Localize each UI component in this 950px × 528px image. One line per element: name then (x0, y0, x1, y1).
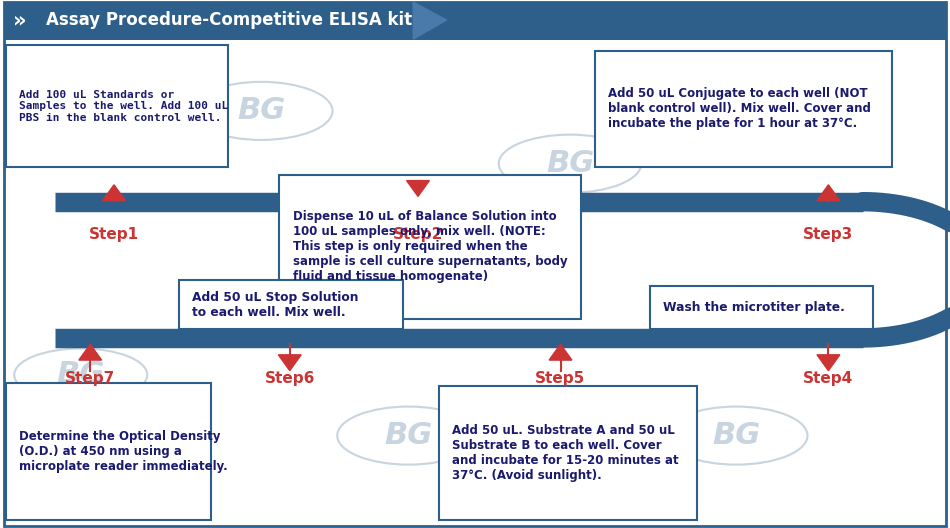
Polygon shape (103, 185, 125, 201)
Text: Step5: Step5 (536, 371, 585, 385)
Text: Add 100 uL Standards or
Samples to the well. Add 100 uL
PBS in the blank control: Add 100 uL Standards or Samples to the w… (19, 90, 228, 122)
Text: BG: BG (712, 421, 760, 450)
FancyBboxPatch shape (650, 286, 873, 329)
Text: Dispense 10 uL of Balance Solution into
100 uL samples only, mix well. (NOTE:
Th: Dispense 10 uL of Balance Solution into … (293, 210, 567, 284)
Polygon shape (79, 344, 102, 360)
Text: BG: BG (546, 149, 594, 178)
Text: Determine the Optical Density
(O.D.) at 450 nm using a
microplate reader immedia: Determine the Optical Density (O.D.) at … (19, 430, 228, 473)
FancyBboxPatch shape (4, 2, 946, 526)
Polygon shape (278, 355, 301, 371)
Polygon shape (413, 2, 446, 39)
Text: BG: BG (238, 97, 285, 125)
Text: Add 50 uL Stop Solution
to each well. Mix well.: Add 50 uL Stop Solution to each well. Mi… (192, 290, 358, 319)
Text: Wash the microtiter plate.: Wash the microtiter plate. (663, 301, 845, 314)
Text: BG: BG (57, 361, 104, 389)
Text: Step6: Step6 (264, 371, 315, 385)
FancyBboxPatch shape (439, 386, 697, 520)
Text: Step3: Step3 (804, 227, 853, 242)
FancyBboxPatch shape (179, 280, 403, 329)
Text: Add 50 uL. Substrate A and 50 uL
Substrate B to each well. Cover
and incubate fo: Add 50 uL. Substrate A and 50 uL Substra… (452, 424, 679, 482)
Polygon shape (817, 355, 840, 371)
FancyBboxPatch shape (6, 45, 228, 167)
FancyBboxPatch shape (595, 51, 892, 167)
Text: Add 50 uL Conjugate to each well (NOT
blank control well). Mix well. Cover and
i: Add 50 uL Conjugate to each well (NOT bl… (608, 87, 871, 130)
Polygon shape (817, 185, 840, 201)
Text: BG: BG (708, 107, 755, 136)
Text: Step4: Step4 (804, 371, 853, 385)
FancyBboxPatch shape (4, 2, 946, 40)
Text: Step2: Step2 (392, 227, 444, 242)
Text: »: » (13, 10, 27, 30)
Text: BG: BG (385, 421, 432, 450)
Polygon shape (549, 344, 572, 360)
Text: Assay Procedure-Competitive ELISA kit: Assay Procedure-Competitive ELISA kit (46, 11, 411, 29)
FancyBboxPatch shape (279, 175, 581, 319)
Text: Step1: Step1 (89, 227, 139, 242)
Text: Step7: Step7 (66, 371, 115, 385)
Polygon shape (407, 181, 429, 196)
FancyBboxPatch shape (6, 383, 211, 520)
